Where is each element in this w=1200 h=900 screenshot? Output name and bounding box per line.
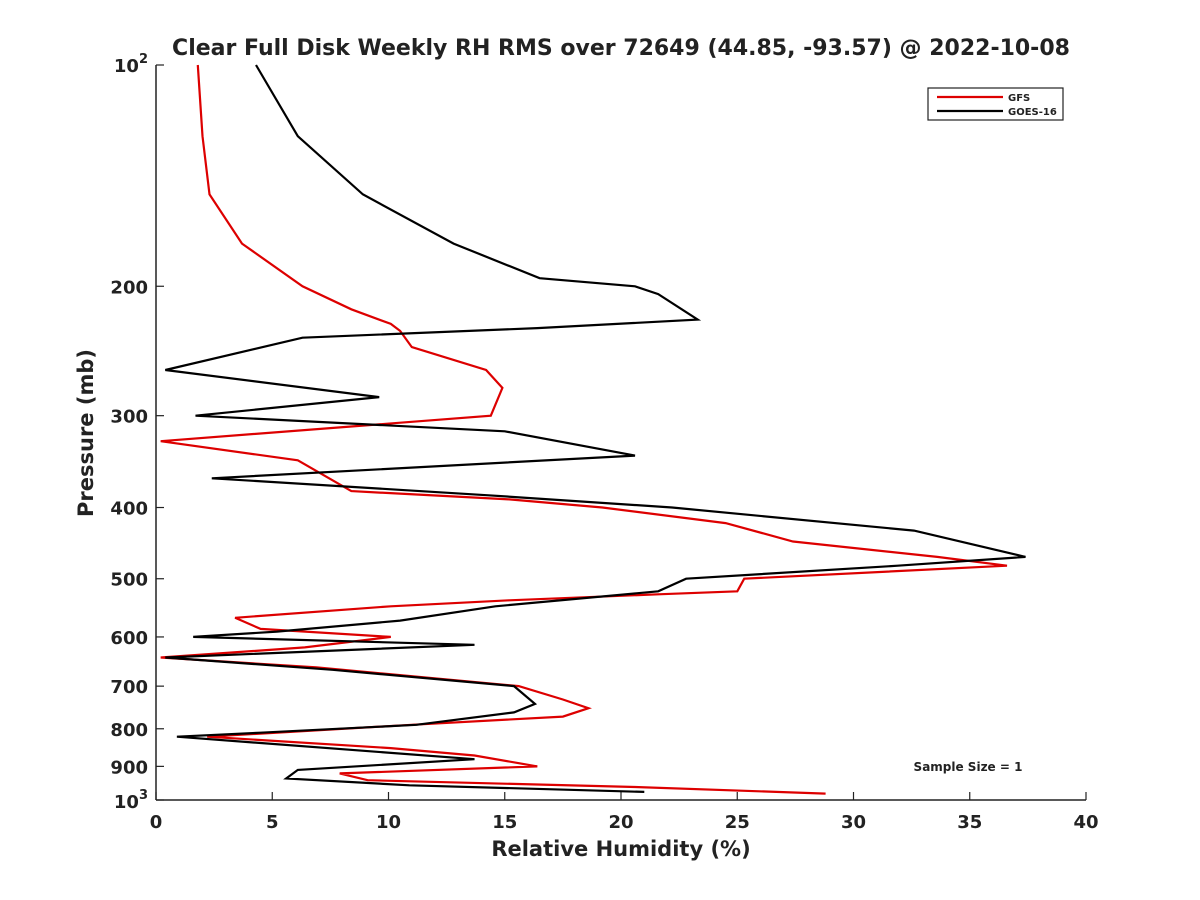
chart-title: Clear Full Disk Weekly RH RMS over 72649…: [172, 36, 1070, 61]
y-tick-label: 800: [110, 720, 148, 741]
y-tick-label: 900: [110, 757, 148, 778]
x-tick-label: 35: [957, 812, 982, 833]
y-tick-label: 400: [110, 499, 148, 520]
y-tick-label: 600: [110, 628, 148, 649]
x-ticks: 0 5 10 15 20 25 30 35 40: [150, 792, 1099, 833]
x-axis-label: Relative Humidity (%): [491, 837, 750, 861]
series-line-goes-16: [165, 64, 1026, 793]
y-tick-label: 700: [110, 677, 148, 698]
x-tick-label: 40: [1073, 812, 1098, 833]
x-tick-label: 10: [376, 812, 401, 833]
legend: GFS GOES-16: [927, 87, 1064, 121]
sample-size-annotation: Sample Size = 1: [914, 760, 1023, 774]
x-tick-label: 30: [841, 812, 866, 833]
y-tick-label: 200: [110, 277, 148, 298]
y-tick-label: 300: [110, 407, 148, 428]
x-tick-label: 5: [266, 812, 279, 833]
series-line-gfs: [160, 64, 1008, 795]
x-tick-label: 15: [492, 812, 517, 833]
legend-label: GFS: [1008, 93, 1030, 104]
y-axis-label: Pressure (mb): [74, 349, 98, 517]
y-tick-label-top: 102: [114, 52, 148, 77]
x-tick-label: 25: [725, 812, 750, 833]
legend-label: GOES-16: [1008, 107, 1057, 118]
y-ticks: 102 103 200 300 400 500 600 700 800 900: [110, 52, 164, 813]
x-tick-label: 0: [150, 812, 163, 833]
axes: [155, 65, 1086, 801]
y-tick-label-bottom: 103: [114, 788, 148, 813]
legend-box: [927, 87, 1064, 121]
series-group: [160, 64, 1026, 795]
y-tick-label: 500: [110, 570, 148, 591]
x-tick-label: 20: [608, 812, 633, 833]
